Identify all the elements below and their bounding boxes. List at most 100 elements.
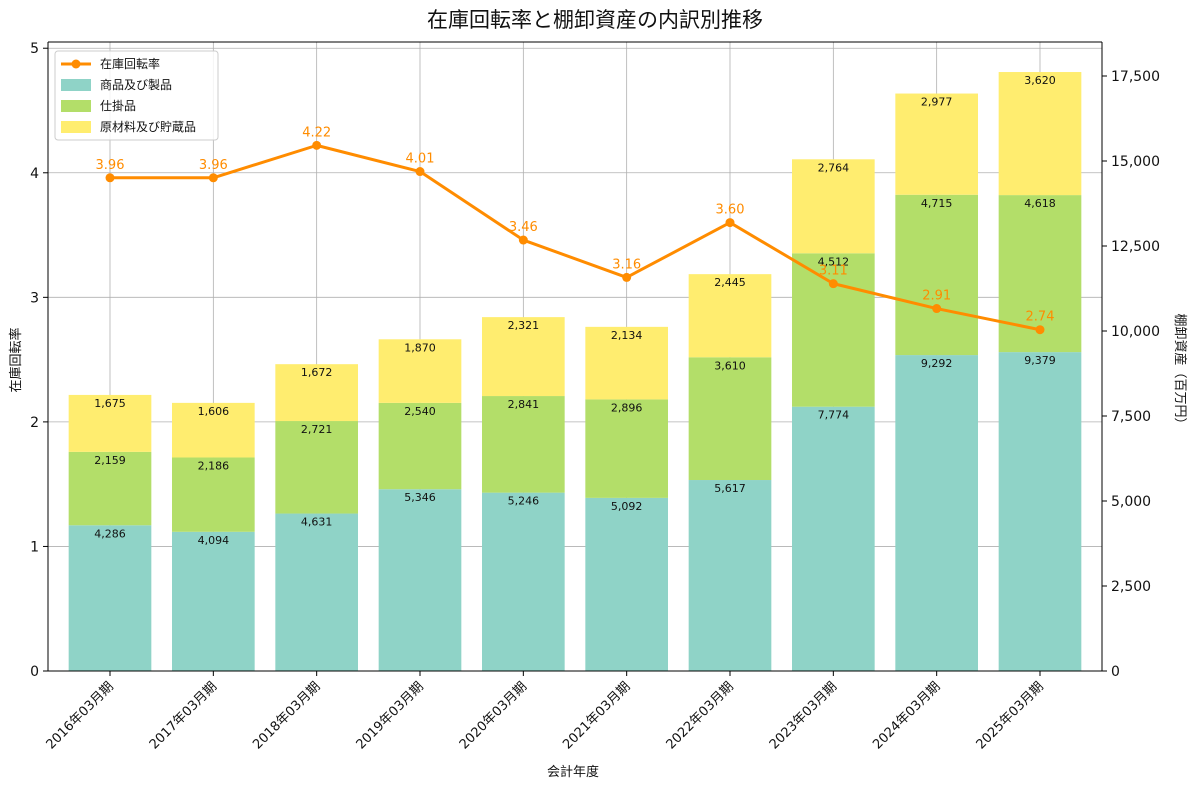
bar-value-label: 2,764 — [818, 161, 850, 174]
turnover-value-label: 3.11 — [819, 264, 848, 279]
bar-value-label: 1,870 — [404, 341, 436, 354]
bar-value-label: 4,286 — [94, 527, 126, 540]
bar-value-label: 5,092 — [611, 500, 643, 513]
turnover-point — [725, 218, 735, 228]
bar-segment — [275, 364, 358, 422]
y-right-tick-label: 15,000 — [1111, 154, 1160, 170]
bar-value-label: 1,672 — [301, 366, 333, 379]
bar-value-label: 3,620 — [1024, 74, 1056, 87]
bar-segment — [482, 317, 565, 397]
bars — [68, 72, 1082, 671]
bar-value-label: 4,618 — [1024, 197, 1056, 210]
bar-value-label: 1,675 — [94, 397, 126, 410]
legend-swatch — [61, 100, 91, 112]
y-right-tick-label: 5,000 — [1111, 494, 1151, 510]
bar-value-label: 2,540 — [404, 405, 436, 418]
turnover-value-label: 2.91 — [922, 289, 951, 304]
y-left-tick-label: 2 — [30, 415, 39, 431]
chart-title: 在庫回転率と棚卸資産の内訳別推移 — [427, 8, 763, 32]
turnover-point — [932, 304, 942, 314]
bar-segment — [792, 159, 875, 254]
y-right-tick-label: 10,000 — [1111, 324, 1160, 340]
x-tick-label: 2024年03月期 — [870, 679, 943, 752]
bar-segment — [585, 399, 668, 498]
y-left-tick-label: 5 — [30, 41, 39, 57]
turnover-value-label: 3.46 — [509, 220, 538, 235]
bar-value-label: 2,721 — [301, 423, 333, 436]
bar-value-label: 7,774 — [818, 409, 850, 422]
bar-value-label: 9,379 — [1024, 354, 1056, 367]
legend-label: 原材料及び貯蔵品 — [100, 120, 196, 134]
bar-segment — [895, 355, 978, 671]
bar-value-label: 3,610 — [714, 359, 746, 372]
turnover-line: 3.96 3.96 4.22 4.01 3.46 3.16 3.60 3.11 2.91 2.74 — [96, 125, 1055, 335]
turnover-value-label: 4.01 — [406, 152, 435, 167]
bar-segment — [68, 394, 152, 452]
bar-value-label: 2,977 — [921, 96, 953, 109]
legend-label: 商品及び製品 — [100, 77, 172, 92]
bar-value-label: 2,134 — [611, 329, 643, 342]
x-tick-label: 2025年03月期 — [974, 679, 1047, 752]
bar-value-label: 5,346 — [404, 491, 436, 504]
bar-segment — [585, 497, 668, 671]
y-axis-left-label: 在庫回転率 — [8, 327, 24, 392]
bar-value-label: 1,606 — [198, 405, 230, 418]
turnover-point — [1035, 325, 1045, 335]
bar-segment — [378, 339, 462, 403]
y-left-tick-label: 3 — [30, 290, 39, 306]
turnover-point — [415, 167, 425, 177]
x-tick-label: 2018年03月期 — [250, 679, 323, 752]
bar-segment — [68, 451, 152, 526]
bar-value-label: 9,292 — [921, 357, 953, 370]
bar-value-label: 4,715 — [921, 197, 953, 210]
y-right-tick-label: 12,500 — [1111, 239, 1160, 255]
bar-segment — [378, 489, 462, 671]
bar-segment — [895, 194, 978, 356]
legend-line-marker — [71, 59, 81, 69]
turnover-value-label: 3.60 — [716, 203, 745, 218]
y-right-tick-label: 0 — [1111, 664, 1120, 680]
x-tick-label: 2016年03月期 — [44, 679, 117, 752]
legend-swatch — [61, 79, 91, 91]
x-tick-label: 2017年03月期 — [147, 679, 220, 752]
bar-segment — [172, 531, 255, 671]
turnover-point — [828, 279, 838, 289]
bar-value-label: 2,841 — [508, 398, 540, 411]
bar-value-label: 4,631 — [301, 516, 333, 529]
bar-segment — [688, 357, 772, 481]
bar-segment — [275, 421, 358, 514]
y-left-tick-label: 4 — [30, 166, 39, 182]
bar-segment — [68, 525, 152, 671]
y-left-tick-label: 0 — [30, 664, 39, 680]
x-tick-label: 2021年03月期 — [560, 679, 633, 752]
y-right-tick-label: 2,500 — [1111, 579, 1151, 595]
x-tick-label: 2019年03月期 — [354, 679, 427, 752]
turnover-point — [622, 272, 632, 282]
turnover-point — [312, 140, 322, 150]
turnover-value-label: 2.74 — [1026, 310, 1055, 325]
bar-segment — [792, 406, 875, 671]
bar-segment — [482, 396, 565, 493]
legend-swatch — [61, 121, 91, 133]
legend-label: 在庫回転率 — [100, 56, 160, 71]
bar-value-label: 2,186 — [198, 459, 230, 472]
turnover-point — [105, 173, 115, 183]
turnover-point — [208, 173, 218, 183]
bar-value-label: 5,246 — [508, 495, 540, 508]
legend-label: 仕掛品 — [100, 98, 136, 113]
x-tick-label: 2020年03月期 — [457, 679, 530, 752]
bar-segment — [688, 480, 772, 671]
bar-value-label: 2,321 — [508, 319, 540, 332]
bar-value-label: 2,159 — [94, 454, 126, 467]
bar-value-label: 5,617 — [714, 482, 746, 495]
turnover-value-label: 3.16 — [612, 257, 641, 272]
bar-labels: 4,286 4,094 4,631 5,346 5,246 5,092 5,617 7,774… — [94, 74, 1056, 547]
bar-segment — [482, 492, 565, 671]
bar-segment — [895, 93, 978, 195]
turnover-line-path — [110, 143, 1041, 332]
bar-segment — [378, 402, 462, 490]
turnover-value-label: 3.96 — [199, 158, 228, 173]
bar-segment — [585, 326, 668, 400]
